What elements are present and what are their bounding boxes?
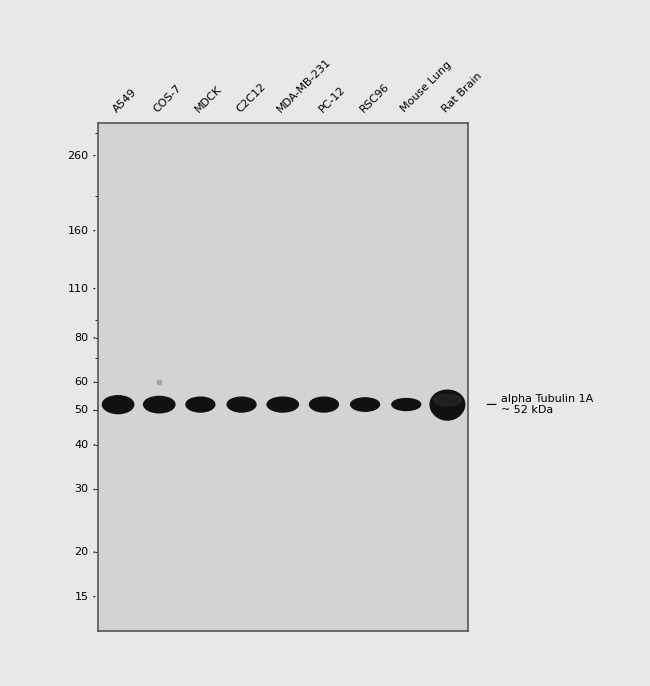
Text: 80: 80 [74, 333, 88, 343]
Ellipse shape [186, 397, 214, 412]
Ellipse shape [430, 390, 465, 420]
Text: Mouse Lung: Mouse Lung [399, 60, 454, 114]
Text: Rat Brain: Rat Brain [440, 71, 484, 114]
Ellipse shape [267, 397, 298, 412]
Text: COS-7: COS-7 [152, 82, 184, 114]
Text: 60: 60 [75, 377, 88, 388]
Text: 40: 40 [74, 440, 88, 450]
Ellipse shape [103, 396, 134, 414]
Text: PC-12: PC-12 [317, 84, 347, 114]
Ellipse shape [434, 394, 461, 406]
Ellipse shape [144, 397, 175, 413]
Text: 15: 15 [75, 591, 88, 602]
Text: 160: 160 [68, 226, 88, 236]
Text: MDA-MB-231: MDA-MB-231 [276, 56, 333, 114]
Text: MDCK: MDCK [193, 84, 224, 114]
Text: 110: 110 [68, 283, 88, 294]
Text: RSC96: RSC96 [358, 81, 391, 114]
Text: A549: A549 [111, 86, 138, 114]
Text: 50: 50 [75, 405, 88, 416]
Ellipse shape [309, 397, 338, 412]
Text: 260: 260 [68, 151, 88, 161]
Text: C2C12: C2C12 [235, 81, 268, 114]
Ellipse shape [351, 398, 380, 411]
Text: 20: 20 [74, 547, 88, 557]
Text: alpha Tubulin 1A
~ 52 kDa: alpha Tubulin 1A ~ 52 kDa [501, 394, 593, 415]
Ellipse shape [227, 397, 256, 412]
Text: 30: 30 [75, 484, 88, 495]
Ellipse shape [392, 399, 421, 410]
